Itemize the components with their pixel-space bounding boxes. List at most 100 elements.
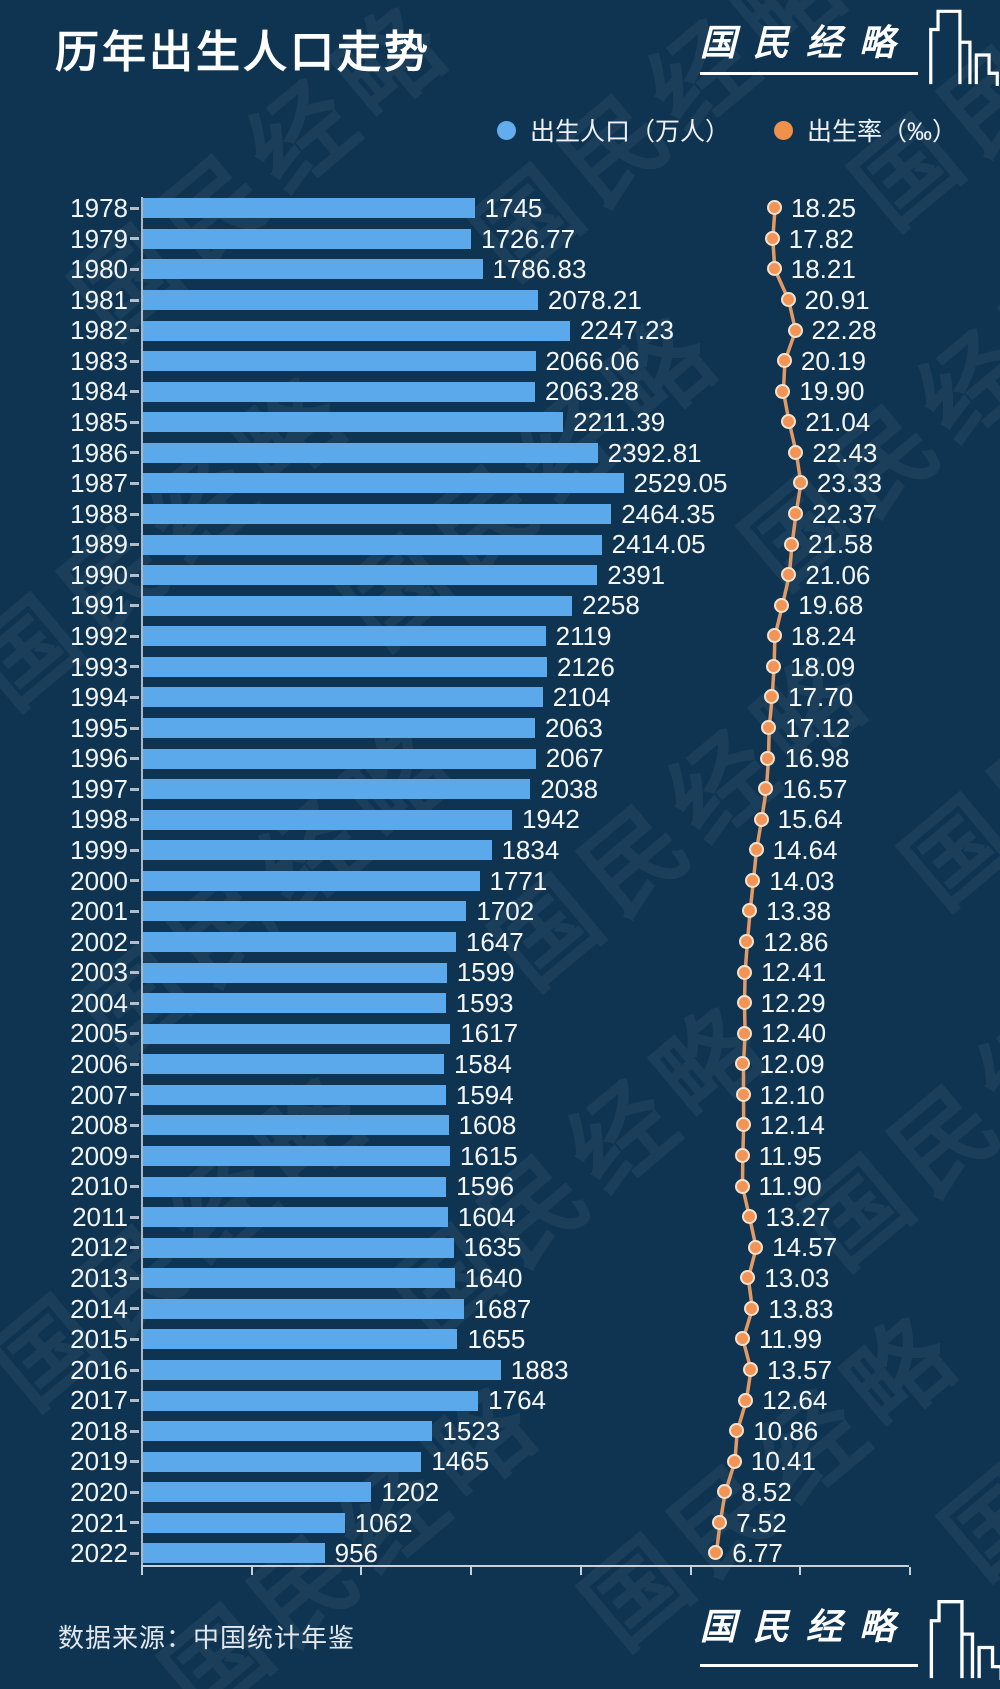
- category-axis-tick: [130, 695, 139, 699]
- year-label: 2017: [70, 1385, 128, 1416]
- birth-rate-value-label: 11.99: [758, 1324, 823, 1355]
- brand-logo-text: 国民经略: [700, 1606, 913, 1648]
- birth-rate-value-label: 18.24: [790, 621, 856, 652]
- x-axis-tick: [250, 1567, 253, 1575]
- population-bar: [143, 840, 492, 861]
- birth-rate-value-label: 22.28: [811, 315, 877, 346]
- population-value-label: 1834: [501, 835, 560, 866]
- year-label: 2013: [70, 1263, 128, 1294]
- birth-rate-value-label: 13.83: [768, 1293, 834, 1324]
- bar-row-2014: 2014 1687 13.83: [0, 1294, 1000, 1325]
- birth-rate-value-label: 6.77: [732, 1538, 783, 1569]
- population-bar: [143, 565, 598, 586]
- year-label: 1979: [70, 223, 128, 254]
- birth-rate-point: [734, 1178, 750, 1194]
- birth-rate-value-label: 12.10: [759, 1079, 825, 1110]
- category-axis-tick: [130, 1460, 139, 1464]
- year-label: 2022: [70, 1538, 128, 1569]
- birth-rate-value-label: 12.64: [762, 1385, 828, 1416]
- birth-rate-value-label: 10.41: [750, 1446, 816, 1477]
- category-axis-tick: [130, 512, 139, 516]
- bar-row-2005: 2005 1617 12.40: [0, 1018, 1000, 1049]
- legend-label-birth-rate: 出生率（‰）: [807, 118, 958, 146]
- population-bar: [143, 870, 480, 891]
- birth-rate-value-label: 13.03: [764, 1263, 830, 1294]
- birth-rate-value-label: 16.98: [784, 743, 850, 774]
- population-bar: [143, 1207, 448, 1228]
- bar-row-2021: 2021 1062 7.52: [0, 1508, 1000, 1539]
- birth-rate-value-label: 18.25: [790, 193, 857, 223]
- brand-logo-text: 国民经略: [700, 22, 913, 64]
- year-label: 1984: [70, 376, 128, 407]
- population-bar: [143, 1360, 501, 1381]
- bar-row-2011: 2011 1604 13.27: [0, 1202, 1000, 1233]
- population-value-label: 1599: [456, 957, 515, 988]
- legend-dot-population: [497, 120, 516, 140]
- population-bar: [143, 1237, 454, 1258]
- birth-rate-point: [780, 292, 796, 307]
- population-bar: [143, 1023, 451, 1044]
- birth-rate-point: [735, 1056, 751, 1072]
- population-value-label: 1745: [484, 193, 543, 223]
- category-axis-tick: [130, 1215, 139, 1219]
- population-value-label: 1523: [442, 1415, 501, 1446]
- bar-row-1989: 1989 2414.05 21.58: [0, 529, 1000, 560]
- birth-rate-value-label: 23.33: [816, 468, 882, 499]
- population-bar: [143, 290, 538, 310]
- birth-rate-value-label: 14.03: [769, 865, 835, 896]
- birth-rate-point: [761, 720, 777, 736]
- population-value-label: 2078.21: [547, 284, 642, 315]
- birth-rate-value-label: 14.64: [772, 835, 838, 866]
- year-label: 1989: [70, 529, 128, 560]
- population-bar: [143, 412, 564, 433]
- birth-rate-point: [741, 1209, 757, 1225]
- category-axis-tick: [130, 726, 139, 730]
- category-axis-tick: [130, 1521, 139, 1525]
- birth-rate-point: [781, 567, 797, 583]
- bar-row-2013: 2013 1640 13.03: [0, 1263, 1000, 1294]
- bar-row-1997: 1997 2038 16.57: [0, 774, 1000, 805]
- category-axis-tick: [130, 359, 139, 363]
- bar-row-1996: 1996 2067 16.98: [0, 743, 1000, 774]
- population-value-label: 2063: [544, 712, 603, 743]
- category-axis-tick: [130, 420, 139, 424]
- birth-rate-value-label: 22.43: [812, 437, 878, 468]
- year-label: 1993: [70, 651, 128, 682]
- birth-rate-point: [787, 322, 803, 338]
- population-value-label: 1635: [463, 1232, 522, 1263]
- category-axis-tick: [130, 1001, 139, 1005]
- building-icon: [929, 9, 999, 86]
- birth-rate-point: [740, 1270, 756, 1286]
- birth-rate-point: [743, 1362, 759, 1378]
- bar-row-2018: 2018 1523 10.86: [0, 1416, 1000, 1447]
- bar-row-2003: 2003 1599 12.41: [0, 957, 1000, 988]
- birth-rate-value-label: 19.90: [799, 376, 865, 407]
- population-bar: [143, 718, 535, 739]
- population-value-label: 956: [334, 1538, 379, 1569]
- birth-rate-point: [744, 1300, 760, 1316]
- bar-row-1982: 1982 2247.23 22.28: [0, 315, 1000, 346]
- birth-rate-value-label: 13.57: [767, 1354, 833, 1385]
- bar-line-chart: 1978 1745 18.25 1979 1726.77 17.82 1980 1786.83…: [0, 193, 1000, 1583]
- legend: 出生人口（万人） 出生率（‰）: [497, 112, 957, 148]
- category-axis-tick: [130, 573, 139, 577]
- birth-rate-point: [708, 1545, 724, 1561]
- x-axis-tick: [799, 1567, 802, 1575]
- birth-rate-point: [734, 1148, 750, 1164]
- category-axis-tick: [130, 1154, 139, 1158]
- bar-row-2019: 2019 1465 10.41: [0, 1446, 1000, 1477]
- population-bar: [143, 626, 546, 647]
- population-value-label: 1942: [521, 804, 580, 835]
- bar-row-2004: 2004 1593 12.29: [0, 988, 1000, 1019]
- population-bar: [143, 381, 535, 402]
- birth-rate-point: [729, 1423, 745, 1439]
- population-bar: [143, 1512, 345, 1533]
- birth-rate-value-label: 10.86: [753, 1415, 819, 1446]
- birth-rate-value-label: 22.37: [812, 498, 878, 529]
- year-label: 1995: [70, 712, 128, 743]
- bar-row-1992: 1992 2119 18.24: [0, 621, 1000, 652]
- birth-rate-point: [766, 261, 782, 277]
- population-bar: [143, 1298, 464, 1319]
- population-value-label: 1640: [464, 1263, 523, 1294]
- birth-rate-value-label: 21.06: [805, 559, 871, 590]
